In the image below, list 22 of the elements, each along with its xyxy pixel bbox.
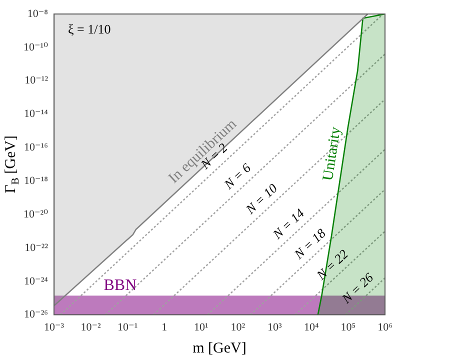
y-tick-label: 10⁻⁸ (27, 8, 48, 20)
y-tick-label: 10⁻²⁴ (24, 275, 48, 288)
y-tick-label: 10⁻¹⁰ (23, 41, 49, 54)
x-tick-label: 10⁻² (80, 321, 102, 334)
y-tick-label: 10⁻¹⁸ (24, 175, 48, 187)
y-axis-title: ΓB [GeV] (2, 136, 22, 194)
x-tick-label: 10² (230, 321, 246, 334)
x-tick-label: 1 (162, 321, 168, 334)
x-tick-label: 10⁶ (378, 321, 393, 334)
x-tick-label: 10⁻³ (44, 321, 65, 334)
x-axis-title: m [GeV] (192, 340, 246, 357)
x-tick-label: 10⁵ (340, 321, 356, 334)
x-tick-label: 10⁻¹ (118, 321, 138, 334)
y-tick-label: 10⁻²⁰ (23, 208, 49, 220)
y-tick-label: 10⁻¹⁴ (24, 108, 48, 120)
x-tick-label: 10³ (268, 321, 283, 334)
y-tick-label: 10⁻¹² (24, 74, 49, 87)
y-tick-label: 10⁻¹⁶ (24, 142, 48, 154)
y-tick-label: 10⁻²⁶ (24, 308, 48, 321)
x-tick-label: 10¹ (194, 321, 208, 334)
y-tick-label: 10⁻²² (24, 242, 49, 254)
x-tick-label: 10⁴ (304, 321, 320, 334)
